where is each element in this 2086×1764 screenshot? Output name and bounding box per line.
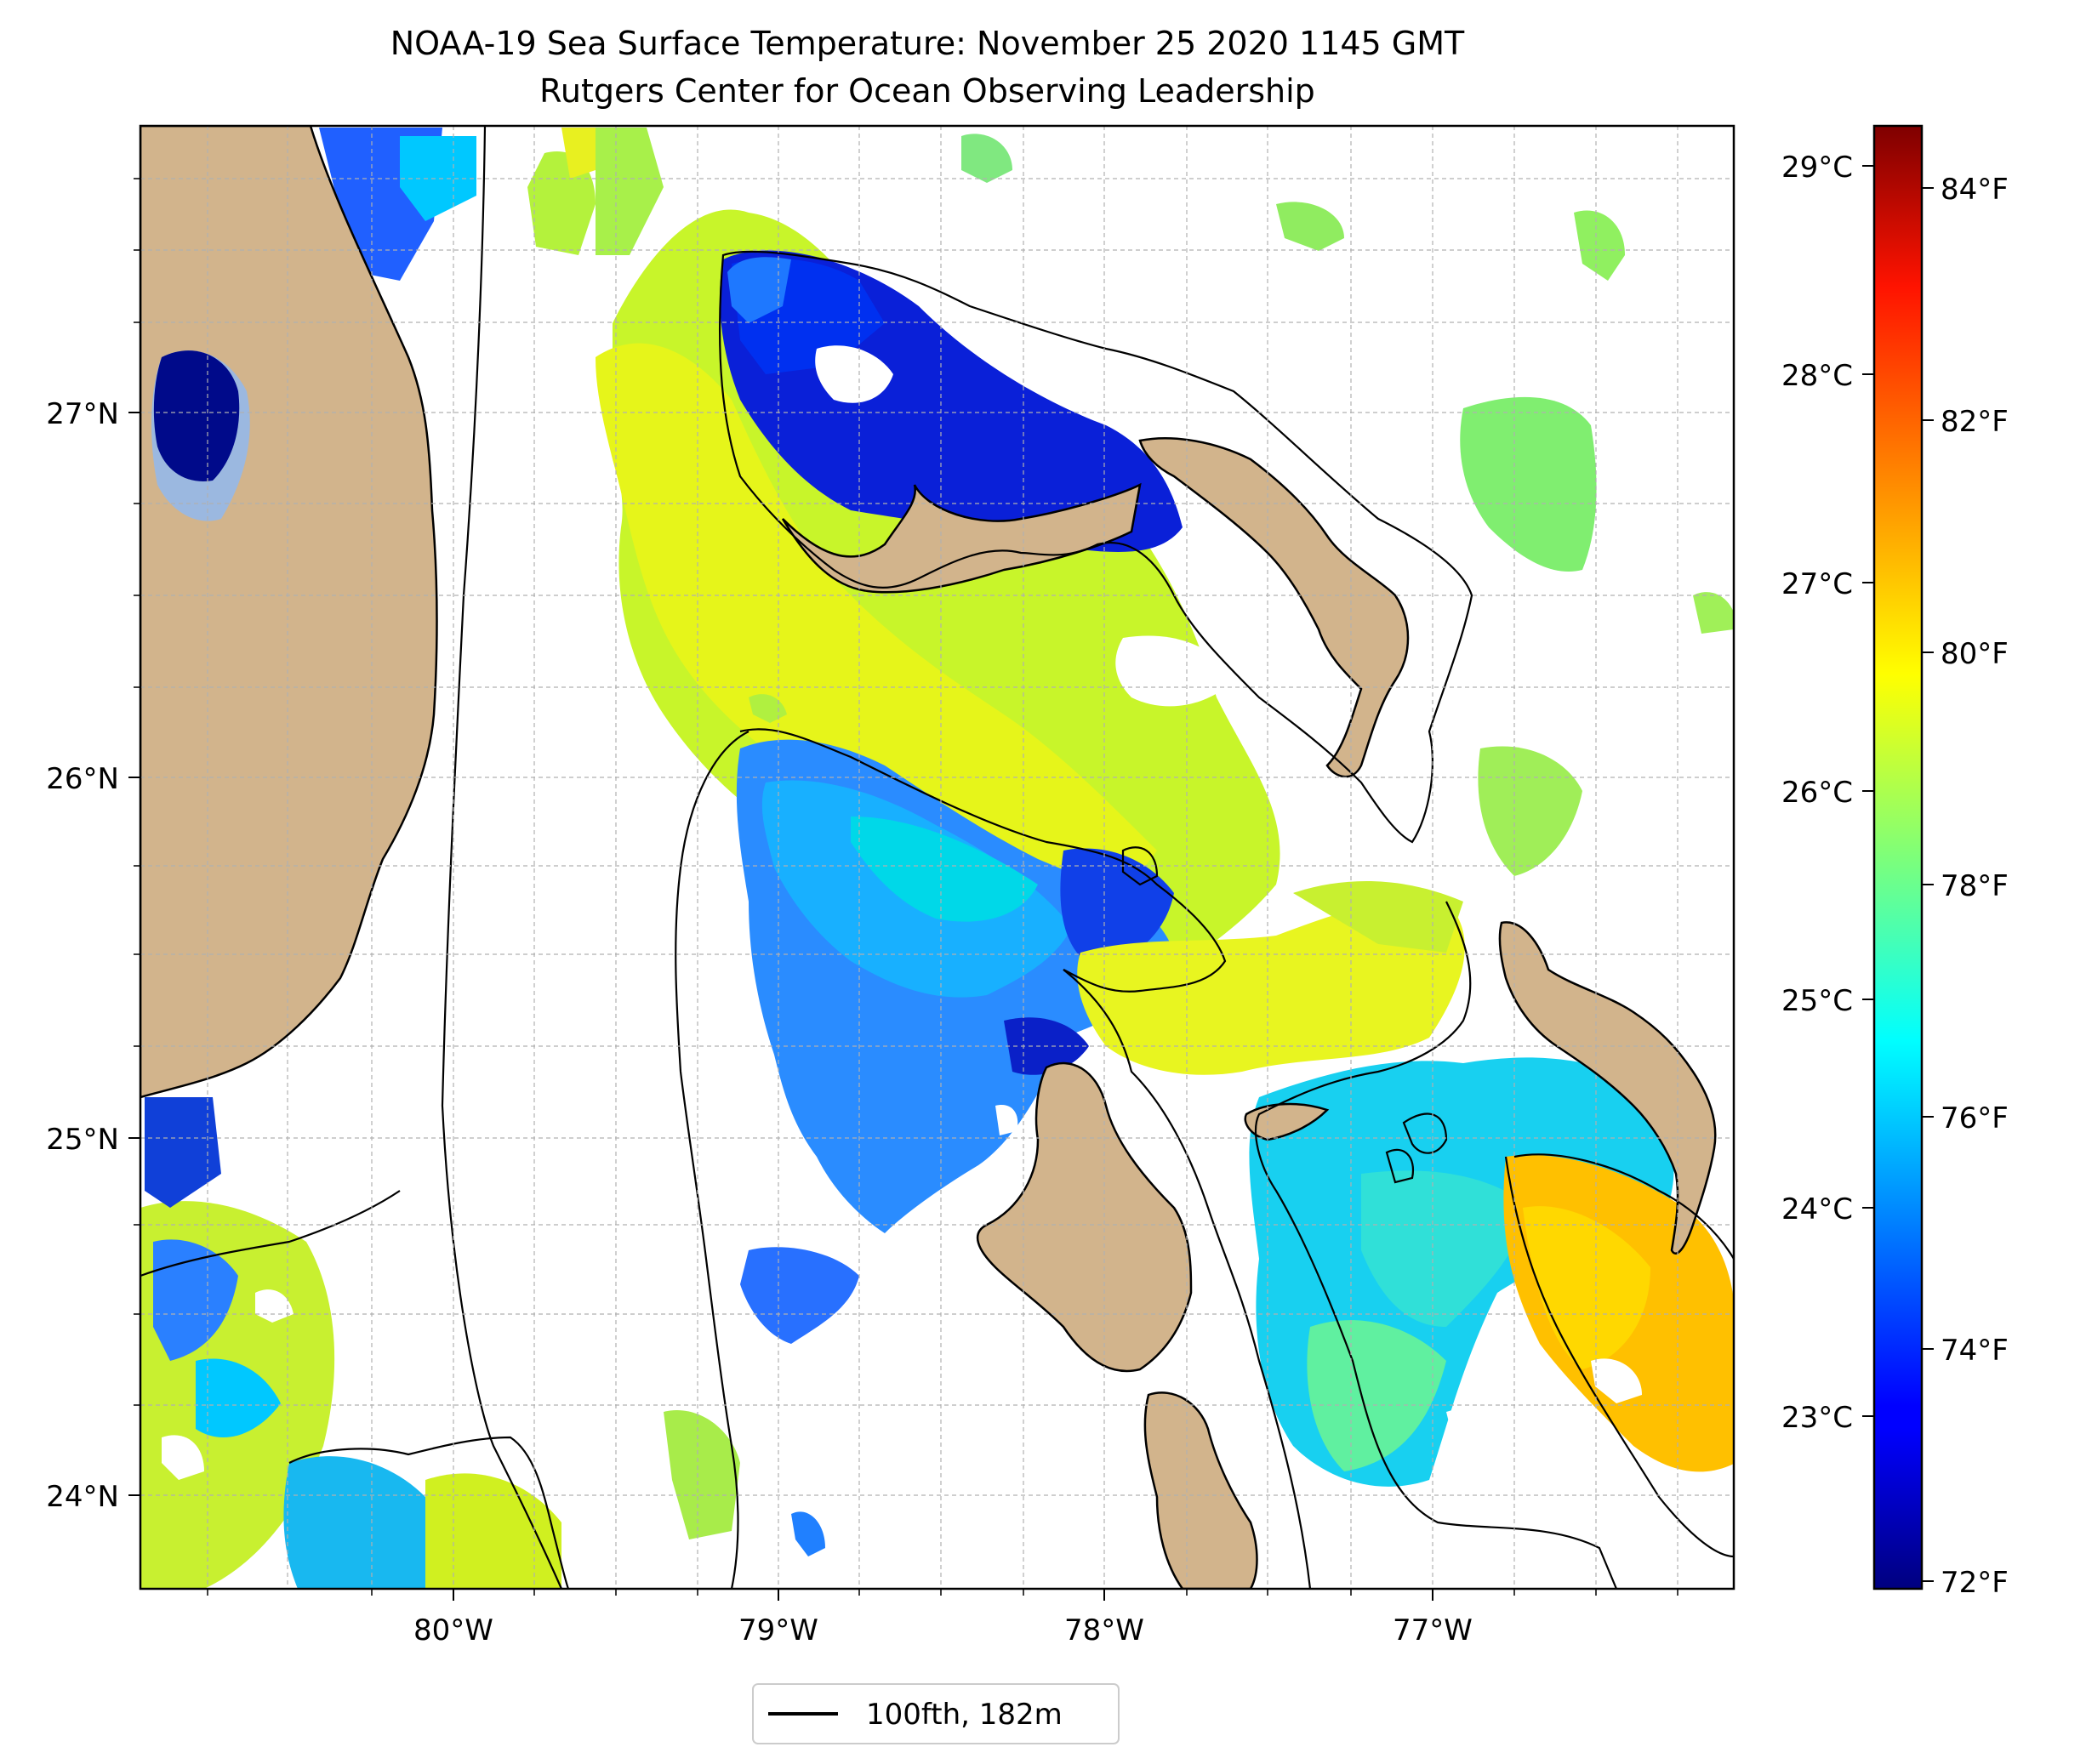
map-frame bbox=[139, 124, 1735, 1590]
celsius-tick-24: 24°C bbox=[1781, 1192, 1853, 1226]
fahrenheit-tick-74: 74°F bbox=[1941, 1334, 2009, 1368]
map-gridlines bbox=[140, 126, 1734, 1589]
eleuthera bbox=[1498, 921, 1717, 1255]
fahrenheit-tick-84: 84°F bbox=[1941, 173, 2009, 207]
map-panel bbox=[140, 126, 1734, 1589]
lon-label-78: 78°W bbox=[1064, 1613, 1144, 1647]
colorbar-fahrenheit-axis: 84°F 82°F 80°F 78°F 76°F 74°F 72°F bbox=[1922, 173, 2009, 1600]
legend-box bbox=[752, 1683, 1120, 1744]
lat-label-26: 26°N bbox=[46, 762, 119, 796]
celsius-tick-27: 27°C bbox=[1781, 567, 1853, 601]
andros bbox=[977, 1061, 1193, 1373]
legend-label: 100fth, 182m bbox=[866, 1698, 1063, 1732]
latitude-axis: 27°N 26°N 25°N 24°N bbox=[46, 397, 140, 1514]
fahrenheit-tick-76: 76°F bbox=[1941, 1101, 2009, 1135]
lon-label-80: 80°W bbox=[413, 1613, 493, 1647]
lon-label-77: 77°W bbox=[1393, 1613, 1473, 1647]
colorbar: 29°C 28°C 27°C 26°C 25°C 24°C 23°C 84°F … bbox=[1781, 124, 2009, 1600]
lat-label-25: 25°N bbox=[46, 1123, 119, 1157]
colorbar-gradient bbox=[1872, 124, 1924, 1590]
lon-label-79: 79°W bbox=[738, 1613, 818, 1647]
fahrenheit-tick-72: 72°F bbox=[1941, 1566, 2009, 1600]
title-line-2: Rutgers Center for Ocean Observing Leade… bbox=[539, 72, 1315, 110]
celsius-tick-23: 23°C bbox=[1781, 1401, 1853, 1435]
longitude-axis: 80°W 79°W 78°W 77°W bbox=[413, 1589, 1473, 1647]
abaco bbox=[1138, 437, 1410, 778]
sst-data-field bbox=[140, 128, 1734, 1589]
celsius-tick-28: 28°C bbox=[1781, 359, 1853, 393]
celsius-tick-26: 26°C bbox=[1781, 776, 1853, 810]
lat-label-24: 24°N bbox=[46, 1480, 119, 1514]
isobath-100fth bbox=[140, 126, 1734, 1589]
fahrenheit-tick-80: 80°F bbox=[1941, 637, 2009, 671]
colorbar-celsius-axis: 29°C 28°C 27°C 26°C 25°C 24°C 23°C bbox=[1781, 151, 1874, 1435]
celsius-tick-25: 25°C bbox=[1781, 984, 1853, 1018]
title-line-1: NOAA-19 Sea Surface Temperature: Novembe… bbox=[390, 25, 1465, 62]
lat-label-27: 27°N bbox=[46, 397, 119, 431]
grand-bahama bbox=[781, 482, 1142, 594]
celsius-tick-29: 29°C bbox=[1781, 151, 1853, 185]
legend: 100fth, 182m bbox=[752, 1683, 1120, 1744]
andros-south bbox=[1143, 1391, 1258, 1589]
fahrenheit-tick-78: 78°F bbox=[1941, 869, 2009, 903]
fahrenheit-tick-82: 82°F bbox=[1941, 405, 2009, 439]
